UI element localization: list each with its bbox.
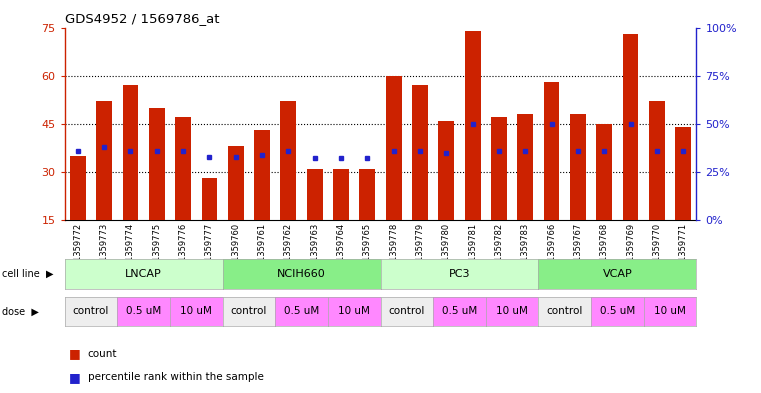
Text: VCAP: VCAP: [603, 269, 632, 279]
Text: 0.5 uM: 0.5 uM: [600, 307, 635, 316]
Text: ■: ■: [68, 371, 80, 384]
Text: ■: ■: [68, 347, 80, 360]
Text: 0.5 uM: 0.5 uM: [442, 307, 477, 316]
Bar: [254, 130, 270, 220]
Bar: [96, 101, 112, 220]
Text: 10 uM: 10 uM: [180, 307, 212, 316]
Bar: [597, 124, 612, 220]
Bar: [149, 108, 164, 220]
Bar: [675, 127, 691, 220]
Text: control: control: [546, 307, 583, 316]
Text: count: count: [88, 349, 117, 359]
Text: control: control: [73, 307, 109, 316]
Bar: [359, 169, 375, 220]
Text: PC3: PC3: [449, 269, 470, 279]
Text: 0.5 uM: 0.5 uM: [284, 307, 319, 316]
Text: 10 uM: 10 uM: [338, 307, 370, 316]
Bar: [228, 146, 244, 220]
Bar: [333, 169, 349, 220]
Bar: [491, 118, 507, 220]
Bar: [307, 169, 323, 220]
Bar: [281, 101, 296, 220]
Bar: [517, 114, 533, 220]
Text: 0.5 uM: 0.5 uM: [126, 307, 161, 316]
Text: cell line  ▶: cell line ▶: [2, 269, 53, 279]
Bar: [543, 82, 559, 220]
Bar: [649, 101, 665, 220]
Text: GDS4952 / 1569786_at: GDS4952 / 1569786_at: [65, 12, 219, 25]
Bar: [622, 34, 638, 220]
Bar: [438, 121, 454, 220]
Text: control: control: [231, 307, 267, 316]
Text: 10 uM: 10 uM: [654, 307, 686, 316]
Bar: [123, 85, 139, 220]
Text: control: control: [389, 307, 425, 316]
Text: percentile rank within the sample: percentile rank within the sample: [88, 372, 263, 382]
Text: 10 uM: 10 uM: [496, 307, 528, 316]
Bar: [570, 114, 586, 220]
Text: NCIH660: NCIH660: [277, 269, 326, 279]
Bar: [175, 118, 191, 220]
Bar: [386, 75, 402, 220]
Bar: [412, 85, 428, 220]
Bar: [465, 31, 480, 220]
Bar: [202, 178, 218, 220]
Text: LNCAP: LNCAP: [126, 269, 162, 279]
Text: dose  ▶: dose ▶: [2, 307, 38, 316]
Bar: [70, 156, 86, 220]
